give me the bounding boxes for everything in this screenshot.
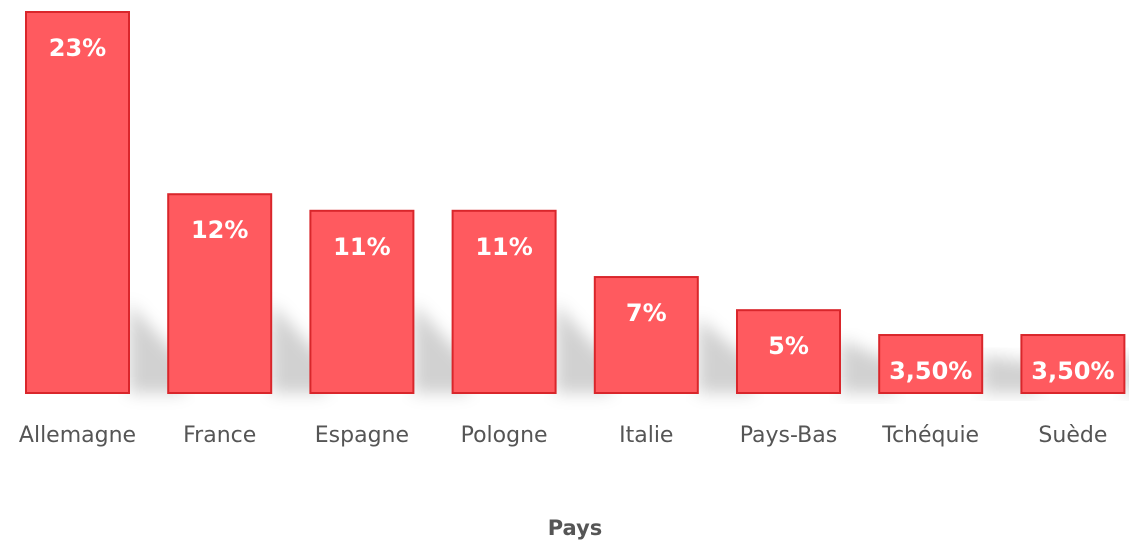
bar-allemagne — [25, 11, 130, 394]
x-tick-label: Tchéquie — [881, 423, 979, 448]
x-tick-labels-group: Allemagne France Espagne Pologne Italie Pays-… — [19, 423, 1107, 448]
x-tick-label: Suède — [1038, 423, 1107, 448]
x-tick-label: Allemagne — [19, 423, 136, 448]
data-label: 11% — [475, 233, 532, 261]
data-label: 23% — [49, 34, 106, 62]
data-label: 11% — [333, 233, 390, 261]
bar-italie — [593, 276, 699, 395]
bar-tchéquie — [878, 334, 984, 394]
data-label: 7% — [626, 299, 667, 327]
bar-espagne — [309, 209, 415, 394]
bar-suède — [1020, 334, 1126, 394]
data-label: 3,50% — [1031, 357, 1114, 385]
data-label: 3,50% — [889, 357, 972, 385]
bar-shadow — [1124, 355, 1129, 393]
x-tick-label: Pologne — [461, 423, 548, 448]
bar-pologne — [451, 209, 557, 394]
data-labels-group: 23% 12% 11% 11% 7% 5% 3,50% 3,50% — [49, 34, 1115, 385]
bar-france — [167, 193, 273, 394]
bars-group — [25, 11, 1126, 395]
x-tick-label: Espagne — [315, 423, 409, 448]
data-label: 12% — [191, 216, 248, 244]
data-label: 5% — [768, 332, 809, 360]
bar-pays-bas — [736, 309, 841, 395]
x-tick-label: France — [183, 423, 256, 448]
x-tick-label: Pays-Bas — [740, 423, 837, 448]
x-tick-label: Italie — [619, 423, 673, 448]
x-axis-title: Pays — [548, 516, 603, 540]
